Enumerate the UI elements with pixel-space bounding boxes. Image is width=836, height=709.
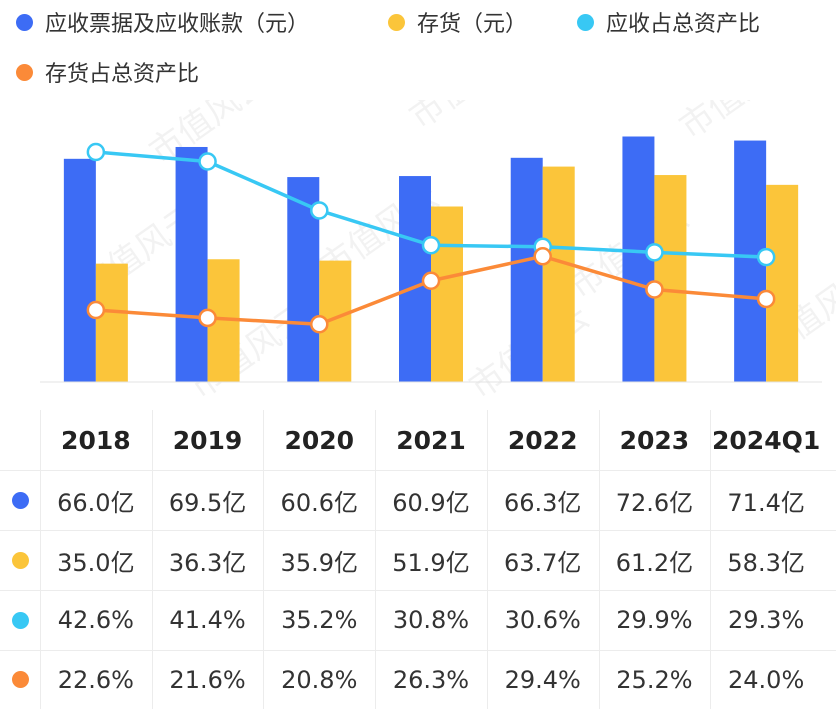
table-header-2018: 2018 [61, 425, 131, 455]
table-row-dot-receivables [11, 491, 29, 509]
table-cell-inventory-2019: 36.3亿 [168, 548, 247, 577]
table-column-divider [487, 410, 488, 709]
table-header-2020: 2020 [284, 425, 355, 455]
table-cell-receivables-ratio-2024q1: 29.3% [728, 606, 805, 634]
table-row-divider [0, 530, 836, 531]
table-column-divider [152, 410, 153, 709]
table-cell-inventory-2021: 51.9亿 [392, 548, 470, 577]
bar-receivables-2022[interactable] [510, 157, 543, 382]
table-row-marker-receivables [0, 470, 40, 530]
table-column-divider [599, 410, 600, 709]
table-cell-receivables-ratio-2019: 41.4% [169, 606, 246, 634]
table-cell-receivables-ratio-2023: 29.9% [616, 606, 693, 634]
legend-label-receivables-ratio: 应收占总资产比 [606, 12, 761, 37]
table-header-2023: 2023 [619, 425, 690, 455]
data-table: 2018 2019 2020 2021 2022 2023 2024Q1 66.0亿 69.5亿… [0, 410, 836, 709]
table-cell-inventory-2022: 63.7亿 [503, 548, 582, 577]
table-cell-inventory-ratio-2018: 22.6% [57, 665, 134, 694]
table-cell-inventory-ratio-2021: 26.3% [392, 665, 470, 694]
table-header-2021: 2021 [396, 425, 466, 455]
legend-item-inventory[interactable]: 存货（元） [388, 6, 527, 38]
table-cell-inventory-ratio-2023: 25.2% [616, 665, 693, 694]
table-cell-receivables-2024q1: 71.4亿 [727, 488, 805, 517]
table-row-divider [0, 650, 836, 651]
table-cell-inventory-ratio-2019: 21.6% [169, 665, 246, 694]
table-cell-receivables-2021: 60.9亿 [392, 488, 470, 517]
table-column-divider [40, 410, 41, 709]
point-receivables-ratio-2023[interactable] [645, 243, 664, 262]
point-receivables-ratio-2019[interactable] [198, 152, 217, 171]
legend-item-receivables[interactable]: 应收票据及应收账款（元） [16, 6, 309, 38]
legend-dot-receivables-ratio [577, 13, 594, 31]
table-header-2019: 2019 [172, 425, 243, 455]
table-row-marker-inventory [0, 530, 40, 590]
table-cell-receivables-2019: 69.5亿 [168, 488, 247, 517]
point-receivables-ratio-2024q1[interactable] [756, 247, 776, 267]
legend-item-receivables-ratio[interactable]: 应收占总资产比 [577, 6, 760, 38]
table-cell-inventory-ratio-2024q1: 24.0% [728, 665, 805, 694]
bar-inventory-2018[interactable] [95, 263, 128, 382]
bar-receivables-2019[interactable] [175, 146, 208, 382]
table-row-dot-inventory-ratio [11, 671, 29, 688]
table-cell-receivables-2020: 60.6亿 [280, 488, 358, 517]
point-inventory-ratio-2020[interactable] [310, 314, 329, 334]
combo-chart: 市值风云市值风云市值风云市值风云市值风云市值风云市值风云市值风云市值风云 [40, 100, 836, 400]
point-inventory-ratio-2018[interactable] [86, 300, 106, 320]
bar-series-group [63, 136, 799, 382]
table-cell-inventory-ratio-2022: 29.4% [504, 665, 581, 694]
legend-dot-receivables [16, 13, 33, 31]
table-cell-inventory-2018: 35.0亿 [57, 548, 135, 577]
table-cell-receivables-ratio-2022: 30.6% [504, 606, 581, 634]
table-cell-receivables-2023: 72.6亿 [615, 488, 694, 517]
table-cell-inventory-2024q1: 58.3亿 [727, 548, 805, 577]
watermark-text: 市值风云 [672, 100, 806, 147]
line-series-group [86, 142, 776, 334]
table-row-dot-inventory [11, 551, 29, 569]
bar-inventory-2022[interactable] [542, 166, 575, 382]
table-cell-inventory-2020: 35.9亿 [280, 548, 358, 577]
table-column-divider [375, 410, 376, 709]
table-cell-receivables-2018: 66.0亿 [57, 488, 135, 517]
legend-label-inventory-ratio: 存货占总资产比 [45, 62, 200, 87]
table-row-dot-receivables-ratio [11, 611, 29, 629]
point-receivables-ratio-2018[interactable] [86, 142, 106, 162]
point-inventory-ratio-2023[interactable] [645, 280, 664, 299]
table-row-divider [0, 470, 836, 471]
legend-dot-inventory [388, 13, 405, 31]
legend-label-inventory: 存货（元） [417, 12, 528, 37]
point-inventory-ratio-2024q1[interactable] [756, 289, 776, 309]
table-cell-receivables-ratio-2020: 35.2% [281, 606, 358, 634]
bar-inventory-2024q1[interactable] [766, 184, 799, 382]
table-cell-receivables-ratio-2018: 42.6% [57, 606, 134, 634]
watermark-text: 市值风云 [402, 100, 536, 137]
table-column-divider [710, 410, 711, 709]
table-row-marker-inventory-ratio [0, 650, 40, 709]
table-cell-receivables-ratio-2021: 30.8% [392, 606, 470, 634]
table-column-divider [263, 410, 264, 709]
point-receivables-ratio-2021[interactable] [421, 235, 441, 255]
table-row-divider [0, 590, 836, 591]
bar-inventory-2021[interactable] [431, 206, 463, 382]
table-cell-receivables-2022: 66.3亿 [503, 488, 582, 517]
bar-inventory-2023[interactable] [654, 175, 687, 382]
table-header-2024q1: 2024Q1 [712, 425, 821, 455]
point-receivables-ratio-2020[interactable] [310, 201, 329, 220]
legend-item-inventory-ratio[interactable]: 存货占总资产比 [16, 56, 199, 88]
point-inventory-ratio-2022[interactable] [533, 247, 552, 266]
table-cell-inventory-2023: 61.2亿 [615, 548, 694, 577]
legend-label-receivables: 应收票据及应收账款（元） [45, 12, 310, 37]
chart-legend: 应收票据及应收账款（元） 存货（元） 应收占总资产比 存货占总资产比 [0, 0, 836, 100]
legend-dot-inventory-ratio [16, 63, 33, 81]
table-row-marker-receivables-ratio [0, 590, 40, 650]
bar-receivables-2018[interactable] [63, 158, 96, 382]
point-inventory-ratio-2021[interactable] [421, 271, 441, 291]
table-cell-inventory-ratio-2020: 20.8% [281, 665, 358, 694]
point-inventory-ratio-2019[interactable] [198, 308, 217, 328]
table-header-2022: 2022 [507, 425, 578, 455]
